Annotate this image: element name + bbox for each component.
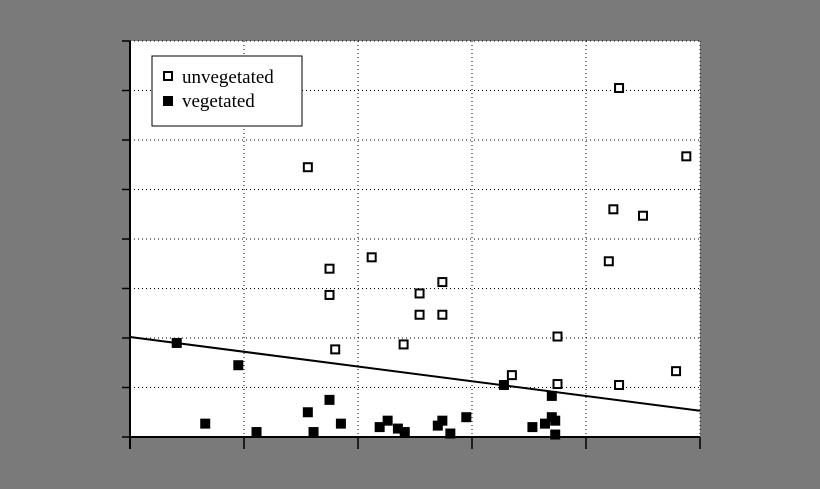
trend-line <box>129 336 701 412</box>
unvegetated-point <box>366 252 377 263</box>
vegetated-point <box>233 360 244 371</box>
vegetated-point <box>392 423 403 434</box>
unvegetated-point <box>614 380 625 391</box>
unvegetated-point <box>681 151 692 162</box>
vegetated-point <box>445 428 456 439</box>
unvegetated-point <box>398 339 409 350</box>
vegetated-point <box>308 427 319 438</box>
axes <box>122 40 701 449</box>
legend-box <box>151 55 303 127</box>
vegetated-point <box>539 418 550 429</box>
unvegetated-point <box>638 210 648 221</box>
unvegetated-point <box>324 263 335 274</box>
vegetated-point <box>171 337 182 348</box>
vegetated-point <box>550 415 561 426</box>
vegetated-point <box>461 412 472 423</box>
vegetated-point <box>200 418 211 429</box>
vegetated-point <box>324 394 335 405</box>
legend-marker-unvegetated <box>163 71 173 81</box>
unvegetated-point <box>506 370 517 381</box>
vegetated-point <box>498 380 509 391</box>
trend-line-layer <box>129 336 701 412</box>
unvegetated-point <box>324 289 335 300</box>
unvegetated-point <box>414 288 425 299</box>
vegetated-point <box>437 415 448 426</box>
unvegetated-point <box>437 309 448 320</box>
vegetated-point <box>382 415 393 426</box>
unvegetated-point <box>330 344 341 355</box>
data-points <box>171 83 692 440</box>
unvegetated-point <box>437 277 448 288</box>
legend-label-unvegetated: unvegetated <box>182 67 274 88</box>
unvegetated-point <box>552 379 563 390</box>
unvegetated-point <box>414 309 425 320</box>
unvegetated-point <box>671 366 682 377</box>
vegetated-point <box>374 422 385 433</box>
legend: unvegetated vegetated <box>151 55 303 127</box>
unvegetated-point <box>302 162 313 173</box>
vegetated-point <box>302 407 313 418</box>
vegetated-point <box>546 390 557 401</box>
legend-marker-vegetated <box>163 96 173 106</box>
unvegetated-point <box>552 331 563 342</box>
vegetated-point <box>399 427 410 438</box>
vegetated-point <box>550 429 561 440</box>
vegetated-point <box>527 422 538 433</box>
unvegetated-point <box>603 256 614 267</box>
legend-label-vegetated: vegetated <box>182 91 255 112</box>
unvegetated-point <box>614 83 625 94</box>
unvegetated-point <box>608 204 619 215</box>
vegetated-point <box>251 427 262 438</box>
vegetated-point <box>335 418 346 429</box>
